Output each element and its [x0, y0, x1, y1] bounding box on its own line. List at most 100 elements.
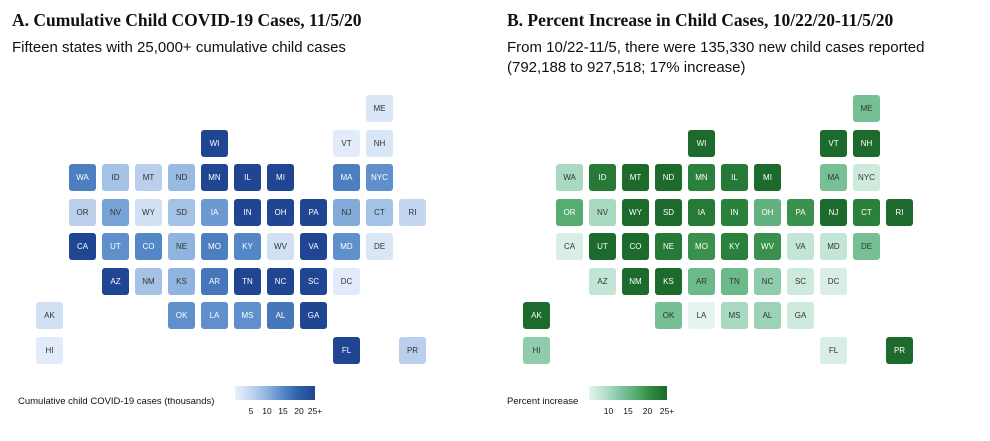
legend-label: Cumulative child COVID-19 cases (thousan… — [18, 396, 215, 407]
legend-color-bar — [589, 386, 667, 400]
state-label: SC — [794, 276, 807, 286]
state-label: FL — [828, 345, 839, 355]
state-label: NJ — [828, 207, 839, 217]
state-tile-ma: MA — [333, 164, 360, 191]
state-tile-wa: WA — [556, 164, 583, 191]
state-label: AZ — [110, 276, 121, 286]
state-label: PA — [795, 207, 806, 217]
state-label: NJ — [341, 207, 352, 217]
state-label: WA — [76, 173, 89, 182]
state-tile-hi: HI — [36, 336, 63, 364]
state-tile-de: DE — [853, 233, 880, 260]
state-tile-al: AL — [267, 302, 294, 329]
state-tile-nc: NC — [267, 267, 294, 295]
state-tile-nm: NM — [622, 267, 649, 295]
state-label: CT — [861, 207, 872, 217]
state-label: MS — [728, 311, 741, 320]
panel-percent-increase: B. Percent Increase in Child Cases, 10/2… — [495, 0, 990, 441]
state-tile-or: OR — [69, 198, 96, 226]
state-label: MS — [241, 311, 254, 320]
state-label: MD — [827, 242, 840, 251]
state-tile-ks: KS — [655, 267, 682, 295]
state-tile-ky: KY — [234, 233, 261, 260]
state-label: SC — [307, 276, 320, 286]
state-label: IA — [210, 207, 219, 217]
state-tile-ak: AK — [523, 302, 550, 329]
chart-title: B. Percent Increase in Child Cases, 10/2… — [507, 10, 894, 30]
state-label: MI — [763, 173, 772, 182]
state-tile-tn: TN — [234, 267, 261, 295]
state-label: VA — [795, 242, 806, 251]
state-label: HI — [532, 345, 541, 355]
state-tile-wi: WI — [201, 129, 228, 157]
legend-tick: 15 — [623, 406, 633, 416]
state-tile-hi: HI — [523, 336, 550, 364]
state-label: DE — [860, 242, 873, 251]
state-label: NM — [629, 276, 642, 286]
state-tile-ok: OK — [168, 302, 195, 329]
state-tile-mn: MN — [201, 164, 228, 191]
state-label: MA — [827, 173, 840, 182]
state-tile-co: CO — [135, 233, 162, 260]
state-label: MO — [208, 242, 221, 251]
state-tile-ga: GA — [787, 302, 814, 329]
state-label: MA — [340, 173, 353, 182]
state-tile-ia: IA — [688, 198, 715, 226]
state-tile-oh: OH — [267, 198, 294, 226]
state-tile-md: MD — [333, 233, 360, 260]
state-label: AZ — [597, 276, 608, 286]
state-tile-nc: NC — [754, 267, 781, 295]
state-tile-az: AZ — [589, 267, 616, 295]
state-label: ID — [111, 173, 120, 182]
state-label: IN — [243, 207, 252, 217]
state-label: FL — [341, 345, 352, 355]
state-tile-nh: NH — [366, 129, 393, 157]
state-label: DC — [340, 276, 353, 286]
state-tile-fl: FL — [820, 336, 847, 364]
state-label: OR — [76, 207, 89, 217]
state-label: NM — [142, 276, 155, 286]
state-label: OK — [662, 311, 675, 320]
state-tile-pr: PR — [886, 336, 913, 364]
state-label: OK — [175, 311, 188, 320]
state-label: MI — [276, 173, 285, 182]
state-tile-in: IN — [721, 198, 748, 226]
state-label: WV — [274, 242, 287, 251]
state-tile-co: CO — [622, 233, 649, 260]
state-label: SD — [662, 207, 675, 217]
chart-subtitle: Fifteen states with 25,000+ cumulative c… — [12, 39, 346, 56]
state-tile-id: ID — [589, 164, 616, 191]
legend-tick: 25+ — [307, 406, 323, 416]
chart-title: A. Cumulative Child COVID-19 Cases, 11/5… — [12, 10, 362, 30]
state-label: WY — [142, 207, 155, 217]
state-tile-az: AZ — [102, 267, 129, 295]
state-tile-sc: SC — [787, 267, 814, 295]
state-tile-ms: MS — [721, 302, 748, 329]
state-tile-mn: MN — [688, 164, 715, 191]
state-label: HI — [45, 345, 54, 355]
legend-label: Percent increase — [507, 396, 579, 407]
state-label: ME — [373, 104, 386, 113]
state-label: CO — [142, 242, 155, 251]
state-label: IL — [244, 173, 251, 182]
state-tile-mt: MT — [622, 164, 649, 191]
state-label: WA — [563, 173, 576, 182]
state-label: ND — [662, 173, 675, 182]
state-tile-fl: FL — [333, 336, 360, 364]
state-label: LA — [209, 311, 220, 320]
state-label: AK — [531, 311, 542, 320]
state-tile-ca: CA — [69, 233, 96, 260]
state-label: WI — [696, 138, 707, 148]
state-label: AK — [44, 311, 55, 320]
state-label: KS — [176, 276, 187, 286]
state-label: CA — [76, 242, 89, 251]
state-label: VT — [341, 138, 352, 148]
state-tile-nv: NV — [102, 198, 129, 226]
state-label: CO — [629, 242, 642, 251]
state-tile-ky: KY — [721, 233, 748, 260]
state-tile-ok: OK — [655, 302, 682, 329]
state-tile-ut: UT — [589, 233, 616, 260]
state-label: DC — [827, 276, 840, 286]
state-label: NC — [761, 276, 774, 286]
state-label: WY — [629, 207, 642, 217]
